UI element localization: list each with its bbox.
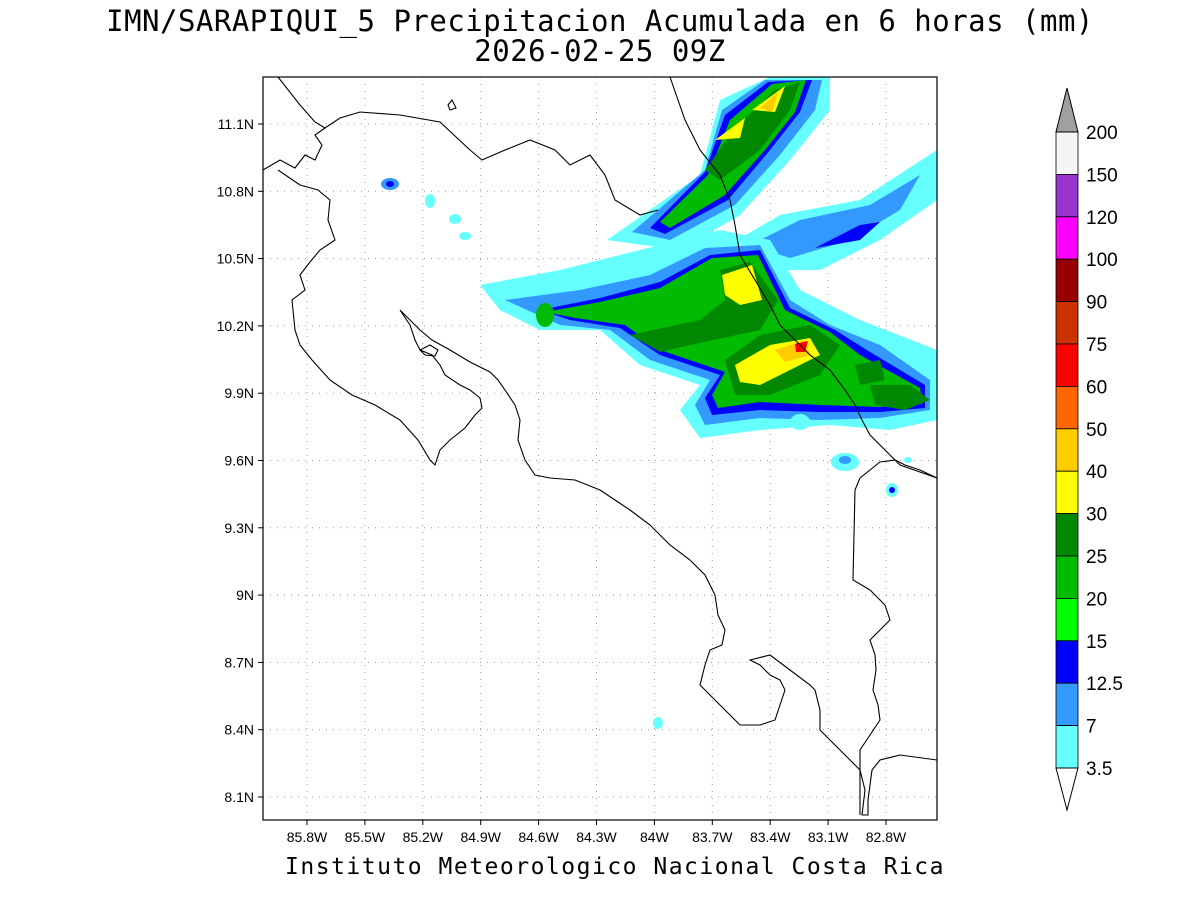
colorbar-swatch bbox=[1055, 385, 1079, 430]
lon-tick-label: 85.2W bbox=[403, 829, 444, 845]
lon-tick-label: 84.9W bbox=[460, 829, 501, 845]
map-subtitle: 2026-02-25 09Z bbox=[474, 34, 726, 68]
lon-tick-label: 84.6W bbox=[518, 829, 559, 845]
precip-cell bbox=[653, 717, 663, 729]
nicoya-gulf-island bbox=[419, 344, 439, 357]
colorbar-swatch bbox=[1055, 301, 1079, 345]
colorbar-level-label: 15 bbox=[1086, 632, 1107, 653]
lat-tick-label: 9.3N bbox=[224, 520, 254, 536]
lat-tick-label: 8.7N bbox=[224, 654, 254, 670]
precip-cell bbox=[425, 194, 435, 208]
colorbar-swatch bbox=[1055, 682, 1079, 727]
lat-tick-label: 9N bbox=[236, 587, 254, 603]
colorbar-level-label: 200 bbox=[1086, 123, 1118, 144]
lon-tick-label: 84W bbox=[640, 829, 670, 845]
small-island bbox=[447, 98, 457, 111]
map-title: IMN/SARAPIQUI_5 Precipitacion Acumulada … bbox=[106, 4, 1094, 38]
footer-credit: Instituto Meteorologico Nacional Costa R… bbox=[285, 854, 945, 880]
precipitation-field bbox=[381, 77, 937, 729]
colorbar-level-label: 40 bbox=[1086, 462, 1107, 483]
colorbar-level-label: 50 bbox=[1086, 420, 1107, 441]
lon-tick-label: 85.5W bbox=[345, 829, 386, 845]
colorbar-swatch bbox=[1055, 131, 1079, 175]
panama-border bbox=[852, 459, 937, 815]
coastlines bbox=[263, 77, 937, 816]
colorbar-level-label: 7 bbox=[1086, 717, 1097, 738]
pacific-coast-north bbox=[263, 127, 326, 171]
colorbar-level-label: 150 bbox=[1086, 165, 1118, 186]
costa-rica-panama-border bbox=[669, 77, 736, 226]
lat-tick-label: 8.1N bbox=[224, 789, 254, 805]
colorbar-swatch bbox=[1055, 513, 1079, 557]
colorbar-swatch bbox=[1055, 258, 1079, 303]
lon-tick-label: 83.1W bbox=[808, 829, 849, 845]
lat-tick-label: 10.8N bbox=[217, 183, 254, 199]
colorbar-level-label: 120 bbox=[1086, 208, 1118, 229]
precip-band-central bbox=[855, 360, 885, 385]
lon-tick-label: 83.4W bbox=[750, 829, 791, 845]
precip-cell bbox=[386, 181, 394, 187]
lon-tick-label: 85.8W bbox=[287, 829, 328, 845]
colorbar-level-label: 30 bbox=[1086, 505, 1107, 526]
colorbar-level-label: 100 bbox=[1086, 250, 1118, 271]
colorbar-top-arrow bbox=[1055, 87, 1079, 133]
colorbar-level-label: 75 bbox=[1086, 335, 1107, 356]
pacific-coast bbox=[277, 169, 937, 816]
colorbar-level-label: 3.5 bbox=[1086, 759, 1112, 780]
precip-band-northeast bbox=[750, 175, 920, 258]
colorbar-swatch bbox=[1055, 640, 1079, 684]
lat-tick-label: 10.5N bbox=[217, 251, 254, 267]
grid-lines bbox=[263, 77, 937, 820]
colorbar-bottom-arrow bbox=[1055, 767, 1079, 812]
latitude-labels: 11.1N 10.8N 10.5N 10.2N 9.9N 9.6N 9.3N 9N 8.7N 8.… bbox=[217, 116, 263, 805]
precip-cell bbox=[459, 232, 471, 240]
lon-tick-label: 82.8W bbox=[866, 829, 907, 845]
precip-cell bbox=[536, 303, 554, 327]
colorbar-swatch bbox=[1055, 555, 1079, 599]
colorbar-level-label: 12.5 bbox=[1086, 674, 1123, 695]
colorbar: 200 150 120 100 90 75 60 50 40 30 25 20 15 12.5 7 3.5 bbox=[1055, 87, 1123, 812]
precip-band-north bbox=[760, 92, 778, 112]
precip-cell bbox=[904, 457, 912, 463]
colorbar-swatch bbox=[1055, 343, 1079, 387]
colorbar-level-label: 25 bbox=[1086, 547, 1107, 568]
colorbar-swatch bbox=[1055, 725, 1079, 769]
colorbar-swatch bbox=[1055, 428, 1079, 472]
longitude-labels: 85.8W 85.5W 85.2W 84.9W 84.6W 84.3W 84W 83.7W 83… bbox=[287, 820, 907, 845]
precip-band-north bbox=[752, 86, 785, 112]
lat-tick-label: 11.1N bbox=[218, 116, 254, 132]
precip-cell bbox=[889, 487, 895, 493]
lat-tick-label: 9.9N bbox=[224, 385, 254, 401]
precip-band-northeast bbox=[815, 222, 880, 248]
precip-cell bbox=[790, 414, 810, 430]
precip-band-north bbox=[715, 118, 745, 140]
colorbar-swatch bbox=[1055, 216, 1079, 260]
precip-cell bbox=[449, 214, 461, 224]
lon-tick-label: 83.7W bbox=[692, 829, 733, 845]
lat-tick-label: 8.4N bbox=[224, 722, 254, 738]
lat-tick-label: 10.2N bbox=[217, 318, 254, 334]
colorbar-level-label: 90 bbox=[1086, 293, 1107, 314]
precip-cell bbox=[839, 456, 851, 464]
colorbar-level-label: 20 bbox=[1086, 589, 1107, 610]
colorbar-swatch bbox=[1055, 598, 1079, 642]
colorbar-swatch bbox=[1055, 173, 1079, 218]
precip-band-central bbox=[870, 385, 930, 410]
lon-tick-label: 84.3W bbox=[576, 829, 617, 845]
colorbar-swatch bbox=[1055, 470, 1079, 515]
lat-tick-label: 9.6N bbox=[224, 453, 254, 469]
plot-area bbox=[263, 77, 937, 820]
plot-frame bbox=[262, 76, 938, 821]
colorbar-level-label: 60 bbox=[1086, 377, 1107, 398]
